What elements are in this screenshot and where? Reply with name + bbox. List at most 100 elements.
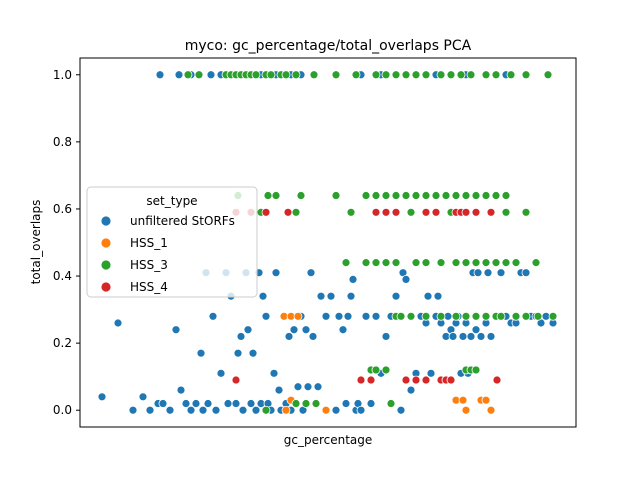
data-point — [313, 382, 323, 392]
data-point — [261, 207, 271, 217]
data-point — [496, 311, 506, 321]
data-point — [306, 268, 316, 278]
data-point — [423, 291, 433, 301]
data-point — [471, 207, 481, 217]
data-point — [433, 291, 443, 301]
data-point — [145, 405, 155, 415]
data-point — [251, 405, 261, 415]
data-point — [196, 348, 206, 358]
data-point — [346, 207, 356, 217]
data-point — [208, 311, 218, 321]
data-point — [391, 258, 401, 268]
legend-marker — [100, 259, 112, 271]
data-point — [341, 399, 351, 408]
data-point — [138, 392, 148, 402]
data-point — [343, 311, 353, 321]
data-point — [194, 70, 204, 80]
data-point — [263, 191, 273, 200]
data-point — [483, 268, 493, 278]
data-point — [258, 291, 268, 301]
data-point — [421, 191, 431, 200]
data-point — [486, 332, 496, 341]
data-point — [283, 207, 293, 217]
data-point — [473, 268, 483, 278]
y-tick-label: 1.0 — [53, 68, 72, 82]
data-point — [471, 191, 481, 200]
data-point — [458, 332, 468, 341]
y-tick-label: 0.6 — [53, 202, 72, 216]
data-point — [461, 191, 471, 200]
data-point — [246, 399, 256, 408]
data-point — [436, 311, 446, 321]
data-point — [381, 207, 391, 217]
legend-label: HSS_1 — [130, 236, 168, 250]
data-point — [311, 399, 321, 408]
data-point — [446, 70, 456, 80]
data-point — [216, 368, 226, 378]
legend: set_type unfiltered StORFs HSS_1 HSS_3 HSS_… — [86, 186, 258, 298]
data-point — [176, 385, 186, 395]
data-point — [331, 191, 341, 200]
data-point — [451, 258, 461, 268]
data-point — [406, 207, 416, 217]
data-point — [501, 207, 511, 217]
data-point — [301, 325, 311, 335]
data-point — [203, 399, 213, 408]
chart-title: myco: gc_percentage/total_overlaps PCA — [185, 38, 472, 54]
data-point — [436, 258, 446, 268]
data-point — [491, 70, 501, 80]
data-point — [301, 399, 311, 408]
data-point — [361, 191, 371, 200]
data-point — [366, 399, 376, 408]
data-point — [521, 207, 531, 217]
y-axis-label: total_overlaps — [29, 200, 43, 285]
data-point — [531, 258, 541, 268]
data-point — [451, 191, 461, 200]
data-point — [501, 191, 511, 200]
data-point — [426, 368, 436, 378]
data-point — [281, 70, 291, 80]
y-axis-ticks: 0.0 0.2 0.4 0.6 0.8 1.0 — [53, 68, 80, 417]
data-point — [366, 375, 376, 385]
data-point — [396, 311, 406, 321]
data-point — [456, 70, 466, 80]
data-point — [411, 191, 421, 200]
data-point — [291, 207, 301, 217]
data-point — [338, 325, 348, 335]
data-point — [386, 399, 396, 408]
legend-title: set_type — [146, 194, 197, 208]
data-point — [481, 395, 491, 405]
data-point — [181, 399, 191, 408]
data-point — [492, 375, 502, 385]
data-point — [396, 405, 406, 415]
data-point — [501, 258, 511, 268]
data-point — [391, 207, 401, 217]
data-point — [291, 399, 301, 408]
data-point — [461, 405, 471, 415]
data-point — [361, 311, 371, 321]
data-point — [411, 258, 421, 268]
data-point — [171, 325, 181, 335]
data-point — [321, 405, 331, 415]
data-point — [506, 70, 516, 80]
data-point — [401, 274, 411, 284]
data-point — [511, 258, 521, 268]
y-tick-label: 0.4 — [53, 269, 72, 283]
data-point — [266, 70, 276, 80]
data-point — [348, 274, 358, 284]
data-point — [471, 325, 481, 335]
data-point — [155, 70, 165, 80]
data-point — [371, 365, 381, 375]
data-point — [211, 405, 221, 415]
data-point — [521, 70, 531, 80]
data-point — [521, 311, 531, 321]
data-point — [356, 405, 366, 415]
data-point — [271, 268, 281, 278]
data-point — [233, 348, 243, 358]
plot-area — [79, 57, 577, 428]
data-point — [471, 365, 481, 375]
data-point — [391, 191, 401, 200]
data-point — [351, 70, 361, 80]
data-point — [486, 405, 496, 415]
